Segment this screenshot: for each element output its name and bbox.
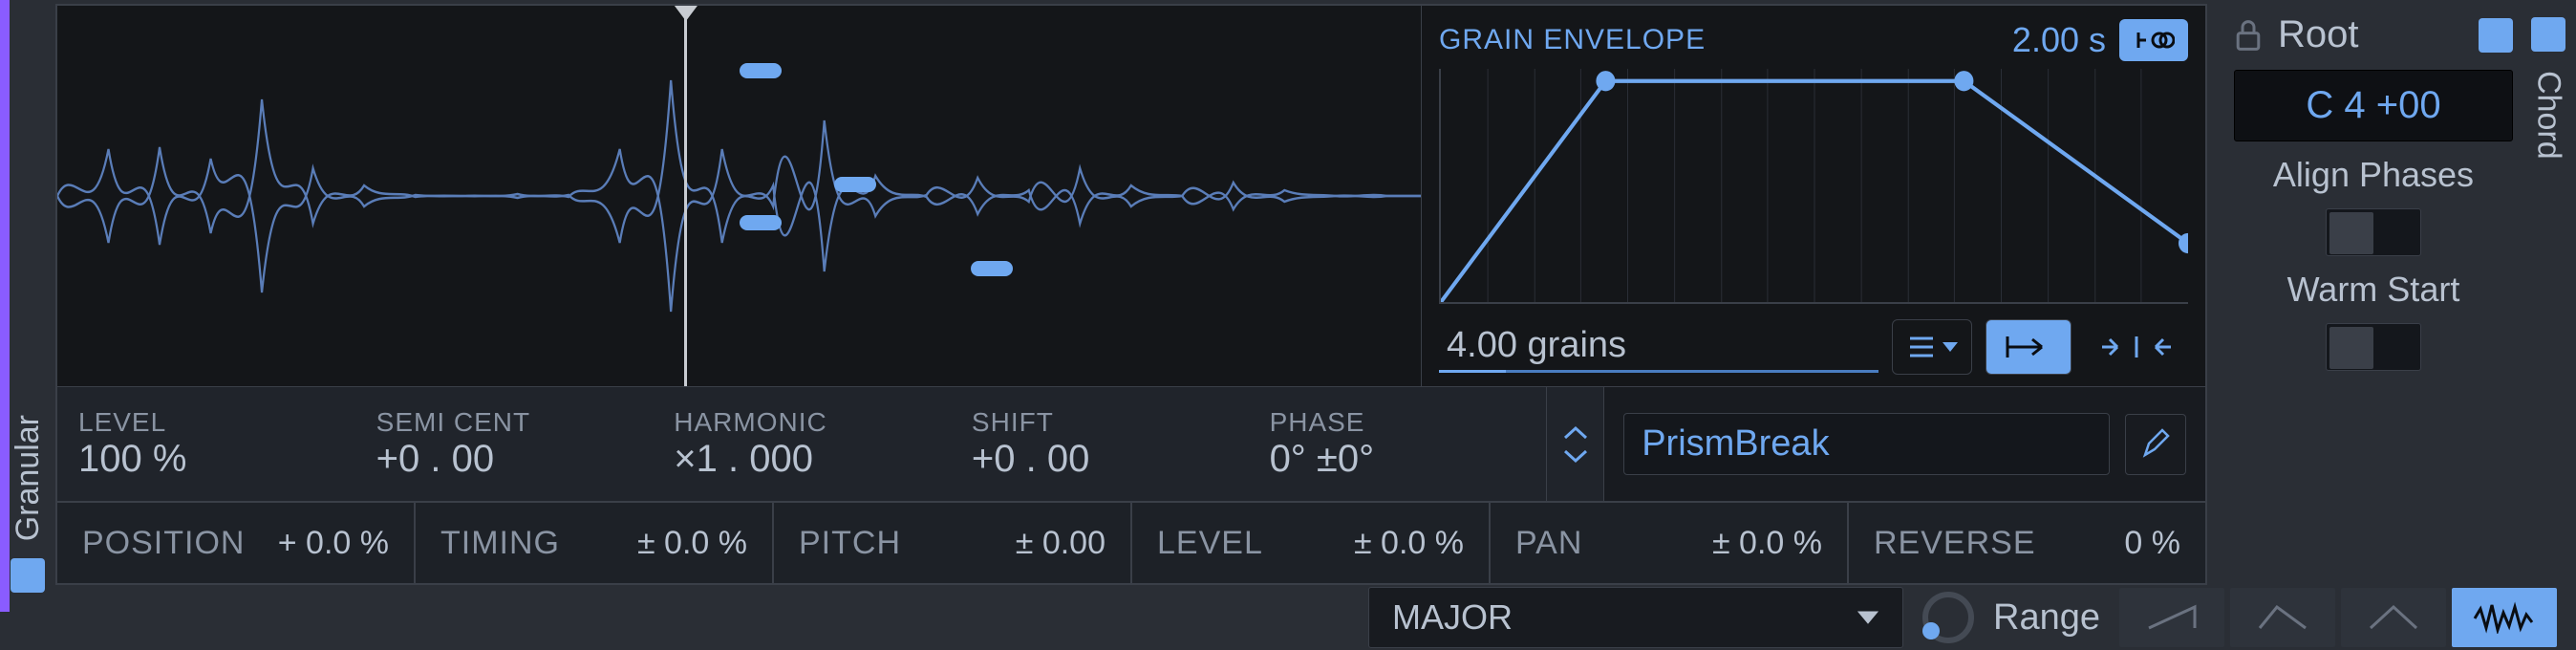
granular-tab-stripe — [0, 0, 10, 612]
grain-marker[interactable] — [740, 215, 782, 230]
jitter-timing[interactable]: TIMING± 0.0 % — [416, 503, 774, 583]
chevron-up-icon — [1561, 424, 1590, 442]
root-value-field[interactable]: C 4 +00 — [2234, 70, 2513, 141]
align-phases-toggle[interactable] — [2326, 208, 2421, 256]
param-label: SEMI CENT — [376, 407, 530, 438]
granular-enable-indicator[interactable] — [11, 558, 45, 593]
chord-tab[interactable]: Chord — [2521, 0, 2576, 585]
granular-tab[interactable]: Granular — [0, 0, 55, 612]
envelope-title: GRAIN ENVELOPE — [1439, 24, 1706, 56]
param-value: ×1 . 000 — [674, 438, 813, 481]
param-value: +0 . 00 — [972, 438, 1089, 481]
grains-count-field[interactable]: 4.00 grains — [1439, 321, 1878, 373]
wave-tri1-button[interactable] — [2230, 588, 2335, 647]
param-label: PHASE — [1270, 407, 1365, 438]
param-value: 0° ±0° — [1270, 438, 1375, 481]
param-value: 100 % — [78, 438, 186, 481]
envelope-forward-button[interactable] — [1986, 319, 2072, 375]
grain-marker[interactable] — [971, 261, 1013, 276]
jitter-level[interactable]: LEVEL± 0.0 % — [1132, 503, 1491, 583]
waveform-display[interactable] — [57, 6, 1422, 386]
param-label: SHIFT — [972, 407, 1054, 438]
jitter-position[interactable]: POSITION+ 0.0 % — [57, 503, 416, 583]
waveform-svg — [57, 6, 1421, 386]
jitter-row: POSITION+ 0.0 % TIMING± 0.0 % PITCH± 0.0… — [57, 501, 2205, 583]
grain-envelope-panel: GRAIN ENVELOPE 2.00 s — [1422, 6, 2205, 386]
warm-start-toggle[interactable] — [2326, 323, 2421, 371]
envelope-sync-button[interactable] — [2119, 19, 2188, 61]
preset-stepper[interactable] — [1546, 387, 1603, 501]
granular-panel: GRAIN ENVELOPE 2.00 s — [55, 4, 2207, 585]
granular-tab-label: Granular — [10, 415, 47, 541]
warm-start-label: Warm Start — [2234, 270, 2513, 310]
param-shift[interactable]: SHIFT +0 . 00 — [951, 387, 1249, 501]
envelope-menu-button[interactable] — [1892, 319, 1972, 375]
param-label: HARMONIC — [674, 407, 826, 438]
chevron-down-icon — [1561, 447, 1590, 465]
align-phases-label: Align Phases — [2234, 155, 2513, 195]
scale-value: MAJOR — [1392, 597, 1513, 638]
preset-name-field[interactable]: PrismBreak — [1623, 413, 2110, 475]
root-enable-indicator[interactable] — [2479, 18, 2513, 53]
waveform-type-buttons — [2119, 588, 2557, 647]
envelope-graph[interactable] — [1439, 69, 2188, 304]
param-harmonic[interactable]: HARMONIC ×1 . 000 — [653, 387, 951, 501]
envelope-time[interactable]: 2.00 s — [2012, 20, 2106, 60]
wave-tri2-button[interactable] — [2341, 588, 2446, 647]
chevron-down-icon — [1857, 610, 1879, 625]
lock-icon[interactable] — [2234, 18, 2263, 53]
root-label: Root — [2278, 13, 2359, 56]
param-value: +0 . 00 — [376, 438, 494, 481]
envelope-pingpong-button[interactable] — [2085, 319, 2188, 375]
param-label: LEVEL — [78, 407, 166, 438]
jitter-reverse[interactable]: REVERSE0 % — [1849, 503, 2205, 583]
param-phase[interactable]: PHASE 0° ±0° — [1249, 387, 1547, 501]
scale-select[interactable]: MAJOR — [1368, 587, 1903, 648]
range-label: Range — [1993, 597, 2100, 639]
bottom-bar: MAJOR Range — [55, 585, 2576, 650]
chord-enable-indicator[interactable] — [2531, 17, 2565, 52]
grain-marker[interactable] — [834, 177, 876, 192]
wave-noise-button[interactable] — [2452, 588, 2557, 647]
jitter-pan[interactable]: PAN± 0.0 % — [1491, 503, 1849, 583]
playhead[interactable] — [684, 6, 687, 386]
root-sidebar: Root C 4 +00 Align Phases Warm Start — [2215, 0, 2521, 585]
param-level[interactable]: LEVEL 100 % — [57, 387, 355, 501]
grain-marker[interactable] — [740, 63, 782, 78]
jitter-pitch[interactable]: PITCH± 0.00 — [774, 503, 1132, 583]
pencil-icon — [2139, 428, 2172, 461]
range-knob[interactable] — [1922, 592, 1974, 643]
chord-tab-label: Chord — [2530, 71, 2567, 160]
wave-saw-button[interactable] — [2119, 588, 2224, 647]
preset-edit-button[interactable] — [2125, 414, 2186, 475]
param-semicent[interactable]: SEMI CENT +0 . 00 — [355, 387, 654, 501]
